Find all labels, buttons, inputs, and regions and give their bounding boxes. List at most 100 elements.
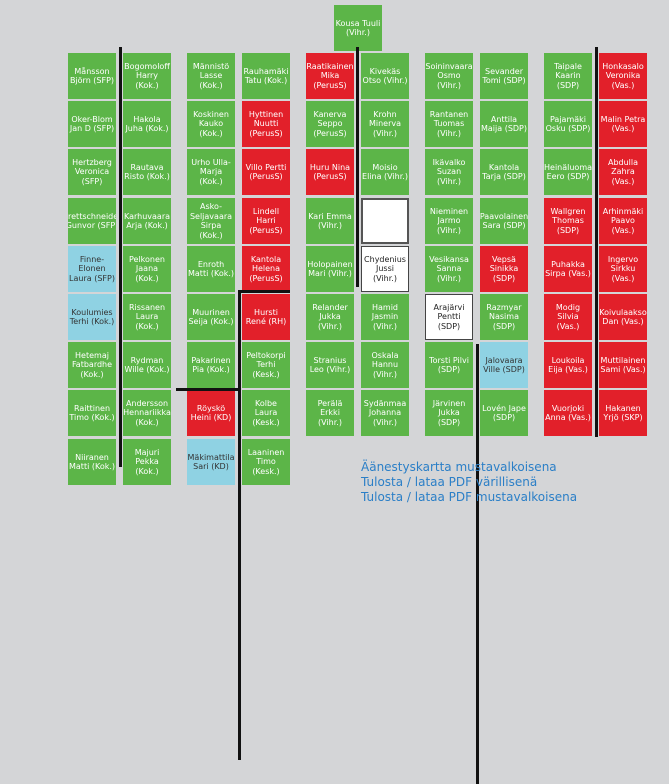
seat[interactable]: Hursti René (RH) <box>242 294 290 340</box>
seat[interactable]: Pakarinen Pia (Kok.) <box>187 342 235 388</box>
seat[interactable]: Rautava Risto (Kok.) <box>123 149 171 195</box>
seat[interactable]: Hyttinen Nuutti (PerusS) <box>242 101 290 147</box>
seat[interactable]: Kousa Tuuli (Vihr.) <box>334 5 382 51</box>
seat[interactable]: Jalovaara Ville (SDP) <box>480 342 528 388</box>
seat[interactable]: Andersson Hennariikka (Kok.) <box>123 390 171 436</box>
seat[interactable]: Rydman Wille (Kok.) <box>123 342 171 388</box>
seat[interactable]: Huru Nina (PerusS) <box>306 149 354 195</box>
seat[interactable]: Koulumies Terhi (Kok.) <box>68 294 116 340</box>
seat[interactable]: Hertzberg Veronica (SFP) <box>68 149 116 195</box>
seat[interactable]: Finne-Elonen Laura (SFP) <box>68 246 116 292</box>
bw-voting-map-link[interactable]: Äänestyskartta mustavalkoisena <box>361 460 557 474</box>
seat[interactable]: Enroth Matti (Kok.) <box>187 246 235 292</box>
seat-label: Raittinen Timo (Kok.) <box>69 403 115 423</box>
seat[interactable]: Moisio Elina (Vihr.) <box>361 149 409 195</box>
seat[interactable]: Kari Emma (Vihr.) <box>306 198 354 244</box>
seat[interactable]: Wallgren Thomas (SDP) <box>544 198 592 244</box>
seat[interactable]: Arajärvi Pentti (SDP) <box>425 294 473 340</box>
seat-label: Sevander Tomi (SDP) <box>482 66 526 86</box>
seat[interactable]: Relander Jukka (Vihr.) <box>306 294 354 340</box>
seat[interactable]: Vesikansa Sanna (Vihr.) <box>425 246 473 292</box>
seat[interactable]: Raatikainen Mika (PerusS) <box>306 53 354 99</box>
seat[interactable]: Heinäluoma Eero (SDP) <box>544 149 592 195</box>
seat[interactable]: Ikävalko Suzan (Vihr.) <box>425 149 473 195</box>
seat[interactable]: Kivekäs Otso (Vihr.) <box>361 53 409 99</box>
seat[interactable]: Hakola Juha (Kok.) <box>123 101 171 147</box>
seat[interactable]: Vuorjoki Anna (Vas.) <box>544 390 592 436</box>
seat[interactable]: Peltokorpi Terhi (Kesk.) <box>242 342 290 388</box>
seat[interactable]: Bogomoloff Harry (Kok.) <box>123 53 171 99</box>
seat[interactable]: Urho Ulla-Marja (Kok.) <box>187 149 235 195</box>
seat[interactable]: Asko-Seljavaara Sirpa (Kok.) <box>187 198 235 244</box>
seat[interactable]: Oskala Hannu (Vihr.) <box>361 342 409 388</box>
seat[interactable]: Hakanen Yrjö (SKP) <box>599 390 647 436</box>
seat-label: Finne-Elonen Laura (SFP) <box>69 254 115 283</box>
seat[interactable]: Rauhamäki Tatu (Kok.) <box>242 53 290 99</box>
seat[interactable]: Arhinmäki Paavo (Vas.) <box>599 198 647 244</box>
seat[interactable]: Raittinen Timo (Kok.) <box>68 390 116 436</box>
seat[interactable]: Koivulaakso Dan (Vas.) <box>599 294 647 340</box>
seat-label: Loukoila Eija (Vas.) <box>548 355 588 375</box>
seat[interactable]: Hetemaj Fatbardhe (Kok.) <box>68 342 116 388</box>
seat[interactable]: Torsti Pilvi (SDP) <box>425 342 473 388</box>
seat[interactable]: Modig Silvia (Vas.) <box>544 294 592 340</box>
seat[interactable]: Krohn Minerva (Vihr.) <box>361 101 409 147</box>
seat[interactable]: Kantola Helena (PerusS) <box>242 246 290 292</box>
seat[interactable]: Majuri Pekka (Kok.) <box>123 439 171 485</box>
seat[interactable]: Muttilainen Sami (Vas.) <box>599 342 647 388</box>
seat[interactable]: Holopainen Mari (Vihr.) <box>306 246 354 292</box>
seat[interactable]: Puhakka Sirpa (Vas.) <box>544 246 592 292</box>
seat[interactable]: Kolbe Laura (Kesk.) <box>242 390 290 436</box>
seat[interactable]: Villo Pertti (PerusS) <box>242 149 290 195</box>
seat[interactable]: Chydenius Jussi (Vihr.) <box>361 246 409 292</box>
seat[interactable]: Perälä Erkki (Vihr.) <box>306 390 354 436</box>
seat-label: Razmyar Nasima (SDP) <box>486 302 522 331</box>
seat[interactable]: Kantola Tarja (SDP) <box>480 149 528 195</box>
seat[interactable]: Mäkimattila Sari (KD) <box>187 439 235 485</box>
seat[interactable]: Brettschneider Gunvor (SFP) <box>68 198 116 244</box>
seat[interactable]: Månsson Björn (SFP) <box>68 53 116 99</box>
seat[interactable]: Koskinen Kauko (Kok.) <box>187 101 235 147</box>
seat[interactable]: Honkasalo Veronika (Vas.) <box>599 53 647 99</box>
seat-label: Kantola Tarja (SDP) <box>482 162 526 182</box>
seat[interactable]: Razmyar Nasima (SDP) <box>480 294 528 340</box>
seat[interactable]: Niiranen Matti (Kok.) <box>68 439 116 485</box>
seat[interactable]: Muurinen Seija (Kok.) <box>187 294 235 340</box>
seat[interactable]: Laaninen Timo (Kesk.) <box>242 439 290 485</box>
seat[interactable]: Röyskö Heini (KD) <box>187 390 235 436</box>
seat[interactable]: Paavolainen Sara (SDP) <box>480 198 528 244</box>
seat-label: Karhuvaara Arja (Kok.) <box>123 211 171 231</box>
seat[interactable]: Hamid Jasmin (Vihr.) <box>361 294 409 340</box>
seat[interactable]: Soininvaara Osmo (Vihr.) <box>425 53 473 99</box>
seat[interactable]: Vepsä Sinikka (SDP) <box>480 246 528 292</box>
seat[interactable]: Rissanen Laura (Kok.) <box>123 294 171 340</box>
seat[interactable]: Sydänmaa Johanna (Vihr.) <box>361 390 409 436</box>
seat[interactable]: Anttila Maija (SDP) <box>480 101 528 147</box>
seat[interactable]: Rantanen Tuomas (Vihr.) <box>425 101 473 147</box>
seat[interactable]: Männistö Lasse (Kok.) <box>187 53 235 99</box>
seat[interactable]: Abdulla Zahra (Vas.) <box>599 149 647 195</box>
empty-seat[interactable] <box>361 198 409 244</box>
seat[interactable]: Kanerva Seppo (PerusS) <box>306 101 354 147</box>
seat[interactable]: Sevander Tomi (SDP) <box>480 53 528 99</box>
seat[interactable]: Lovén Jape (SDP) <box>480 390 528 436</box>
seat[interactable]: Ingervo Sirkku (Vas.) <box>599 246 647 292</box>
print-color-pdf-link[interactable]: Tulosta / lataa PDF värillisenä <box>361 475 538 489</box>
seat[interactable]: Lindell Harri (PerusS) <box>242 198 290 244</box>
seat[interactable]: Karhuvaara Arja (Kok.) <box>123 198 171 244</box>
seat[interactable]: Järvinen Jukka (SDP) <box>425 390 473 436</box>
seat[interactable]: Taipale Kaarin (SDP) <box>544 53 592 99</box>
seat[interactable]: Pelkonen Jaana (Kok.) <box>123 246 171 292</box>
seat-label: Jalovaara Ville (SDP) <box>483 355 525 375</box>
seat-map: Kousa Tuuli (Vihr.) Månsson Björn (SFP) Ok… <box>68 5 647 784</box>
seat[interactable]: Oker-Blom Jan D (SFP) <box>68 101 116 147</box>
seat[interactable]: Malin Petra (Vas.) <box>599 101 647 147</box>
seat[interactable]: Nieminen Jarmo (Vihr.) <box>425 198 473 244</box>
seat[interactable]: Loukoila Eija (Vas.) <box>544 342 592 388</box>
seat[interactable]: Pajamäki Osku (SDP) <box>544 101 592 147</box>
seat-label: Hertzberg Veronica (SFP) <box>72 157 112 186</box>
seat-label: Muurinen Seija (Kok.) <box>188 307 234 327</box>
seat-label: Lindell Harri (PerusS) <box>249 206 283 235</box>
print-bw-pdf-link[interactable]: Tulosta / lataa PDF mustavalkoisena <box>361 490 578 504</box>
seat[interactable]: Stranius Leo (Vihr.) <box>306 342 354 388</box>
